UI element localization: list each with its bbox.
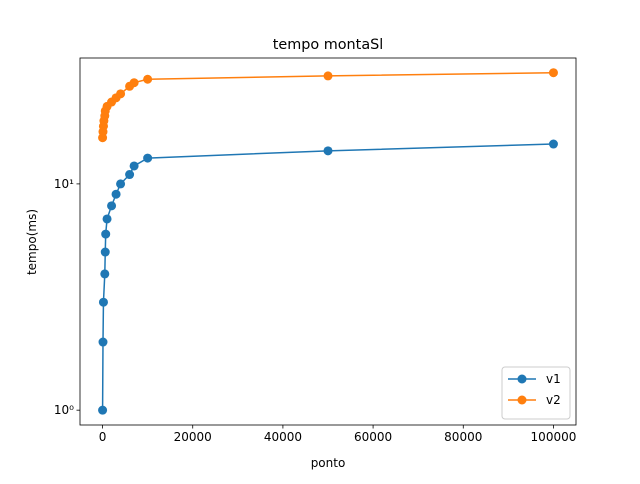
point	[116, 89, 126, 99]
point	[100, 247, 110, 257]
legend-marker	[517, 395, 527, 405]
point	[548, 68, 558, 78]
point	[116, 179, 126, 189]
point	[98, 337, 108, 347]
x-tick-label: 20000	[174, 430, 212, 444]
point	[98, 405, 108, 415]
point	[323, 71, 333, 81]
x-tick-label: 40000	[264, 430, 302, 444]
x-tick-label: 100000	[531, 430, 577, 444]
point	[100, 269, 110, 279]
point	[129, 78, 139, 88]
y-axis-label: tempo(ms)	[25, 209, 39, 275]
point	[107, 201, 117, 211]
plot-frame	[79, 57, 577, 426]
point	[323, 146, 333, 156]
point	[111, 189, 121, 199]
legend-marker	[517, 374, 527, 384]
chart-title: tempo montaSl	[273, 37, 384, 53]
point	[143, 153, 153, 163]
x-tick-label: 80000	[444, 430, 482, 444]
point	[102, 214, 112, 224]
x-axis-label: ponto	[311, 456, 346, 470]
point	[125, 170, 135, 180]
point	[129, 161, 139, 171]
y-tick-label: 10⁰	[54, 403, 74, 417]
legend-label: v2	[546, 393, 561, 407]
point	[98, 297, 108, 307]
y-tick-label: 10¹	[54, 177, 74, 191]
point	[143, 74, 153, 84]
x-tick-label: 0	[99, 430, 107, 444]
x-tick-label: 60000	[354, 430, 392, 444]
point	[548, 139, 558, 149]
legend-label: v1	[546, 372, 561, 386]
point	[101, 229, 111, 239]
